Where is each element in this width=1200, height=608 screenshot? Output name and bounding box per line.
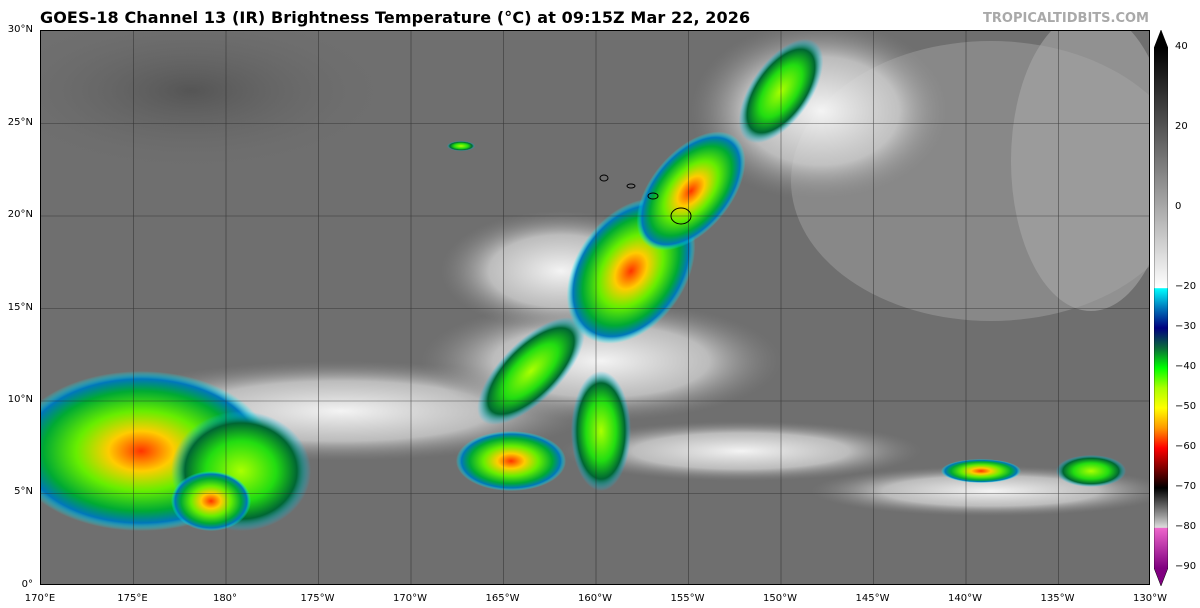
lon-tick: 175°E [117,593,148,604]
cloud-imagery [41,31,1149,584]
lon-tick: 145°W [855,593,890,604]
lon-tick: 130°W [1133,593,1167,604]
colorbar-tick: −50 [1175,401,1197,412]
colorbar-tick: 0 [1175,201,1182,212]
hawaii-coastline [599,174,692,225]
colorbar-tick: −40 [1175,361,1197,372]
lon-tick: 150°W [763,593,797,604]
map-title: GOES-18 Channel 13 (IR) Brightness Tempe… [40,8,751,27]
lon-tick: 155°W [670,593,705,604]
colorbar-tick: −80 [1175,521,1197,532]
colorbar-tick: −70 [1175,481,1197,492]
watermark: TROPICALTIDBITS.COM [983,11,1149,26]
lon-tick: 180° [212,593,238,604]
lon-tick: 135°W [1040,593,1075,604]
lat-tick: 15°N [7,302,33,313]
colorbar [1154,30,1168,586]
lon-tick: 170°W [393,593,427,604]
lat-tick: 0° [21,579,33,590]
lat-tick: 30°N [7,24,33,35]
lon-tick: 165°W [485,593,520,604]
colorbar-tick: −60 [1175,441,1197,452]
satellite-map [40,30,1150,585]
lon-tick: 140°W [948,593,982,604]
lon-tick: 170°E [24,593,56,604]
lat-tick: 25°N [7,117,33,128]
colorbar-tick: −30 [1175,321,1197,332]
colorbar-tick: −90 [1175,561,1197,572]
lon-tick: 160°W [578,593,612,604]
lon-tick: 175°W [300,593,335,604]
lat-tick: 5°N [14,486,33,497]
colorbar-tick: 40 [1175,41,1188,52]
colorbar-tick: −20 [1175,281,1197,292]
lat-tick: 10°N [7,394,33,405]
lat-tick: 20°N [7,209,33,220]
colorbar-tick: 20 [1175,121,1188,132]
